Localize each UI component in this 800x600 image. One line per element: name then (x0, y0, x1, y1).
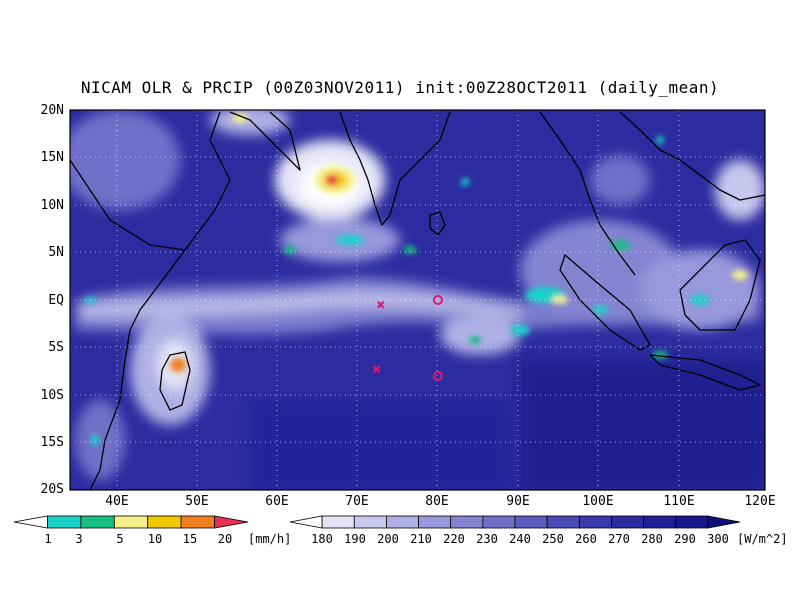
lat-label-20s: 20S (40, 482, 64, 497)
lon-label-90e: 90E (506, 494, 530, 509)
precip-label-10: 10 (147, 532, 163, 546)
lat-label-10s: 10S (40, 388, 64, 403)
olr-swatch-7 (514, 515, 548, 529)
lon-label-40e: 40E (105, 494, 129, 509)
marker-x-2 (372, 365, 381, 374)
map-title: NICAM OLR & PRCIP (00Z03NOV2011) init:00… (80, 78, 720, 97)
olr-swatch-13 (707, 515, 741, 529)
lon-label-50e: 50E (185, 494, 209, 509)
olr-label-250: 250 (542, 532, 564, 546)
olr-label-200: 200 (377, 532, 399, 546)
precip-label-20: 20 (217, 532, 233, 546)
olr-swatch-1 (321, 515, 355, 529)
lat-label-10n: 10N (40, 198, 64, 213)
precip-swatch-4 (147, 515, 182, 529)
lon-label-70e: 70E (345, 494, 369, 509)
olr-label-210: 210 (410, 532, 432, 546)
marker-o-1 (432, 295, 443, 305)
grid-lines (70, 110, 765, 490)
olr-swatch-5 (450, 515, 484, 529)
olr-label-240: 240 (509, 532, 531, 546)
lat-label-5s: 5S (48, 340, 64, 355)
marker-o-3 (432, 371, 443, 381)
lat-label-eq: EQ (48, 293, 64, 308)
olr-label-270: 270 (608, 532, 630, 546)
lon-label-80e: 80E (425, 494, 449, 509)
lon-label-100e: 100E (582, 494, 614, 509)
olr-swatch-6 (482, 515, 516, 529)
olr-swatch-0 (289, 515, 323, 529)
lon-label-120e: 120E (744, 494, 776, 509)
olr-swatch-4 (418, 515, 452, 529)
olr-label-190: 190 (344, 532, 366, 546)
olr-swatch-8 (546, 515, 580, 529)
olr-label-300: 300 (707, 532, 729, 546)
olr-unit: [W/m^2] (737, 532, 788, 546)
olr-swatch-9 (578, 515, 612, 529)
olr-label-180: 180 (311, 532, 333, 546)
lat-label-20n: 20N (40, 103, 64, 118)
precip-swatch-0 (13, 515, 48, 529)
lon-label-110e: 110E (663, 494, 695, 509)
precip-label-1: 1 (44, 532, 52, 546)
precip-swatch-2 (80, 515, 115, 529)
olr-label-290: 290 (674, 532, 696, 546)
olr-field (70, 110, 765, 490)
olr-label-230: 230 (476, 532, 498, 546)
olr-swatch-2 (353, 515, 387, 529)
map-frame (69, 109, 766, 491)
precip-swatch-1 (47, 515, 82, 529)
olr-swatch-10 (611, 515, 644, 529)
lat-label-5n: 5N (48, 245, 64, 260)
coastlines (70, 111, 765, 490)
olr-swatch-3 (386, 515, 419, 529)
precip-swatch-6 (214, 515, 249, 529)
olr-label-220: 220 (443, 532, 465, 546)
lat-label-15s: 15S (40, 435, 64, 450)
olr-colorbar (289, 515, 741, 529)
olr-label-280: 280 (641, 532, 663, 546)
lat-label-15n: 15N (40, 150, 64, 165)
precip-label-15: 15 (182, 532, 198, 546)
precip-label-3: 3 (75, 532, 83, 546)
olr-label-260: 260 (575, 532, 597, 546)
precip-unit: [mm/h] (248, 532, 292, 546)
markers-layer (372, 295, 443, 381)
precip-colorbar (13, 515, 249, 529)
precip-label-5: 5 (116, 532, 124, 546)
olr-swatch-11 (643, 515, 677, 529)
olr-swatch-12 (675, 515, 709, 529)
precip-swatch-5 (180, 515, 215, 529)
marker-x-0 (376, 300, 385, 309)
lon-label-60e: 60E (265, 494, 289, 509)
precip-swatch-3 (113, 515, 149, 529)
